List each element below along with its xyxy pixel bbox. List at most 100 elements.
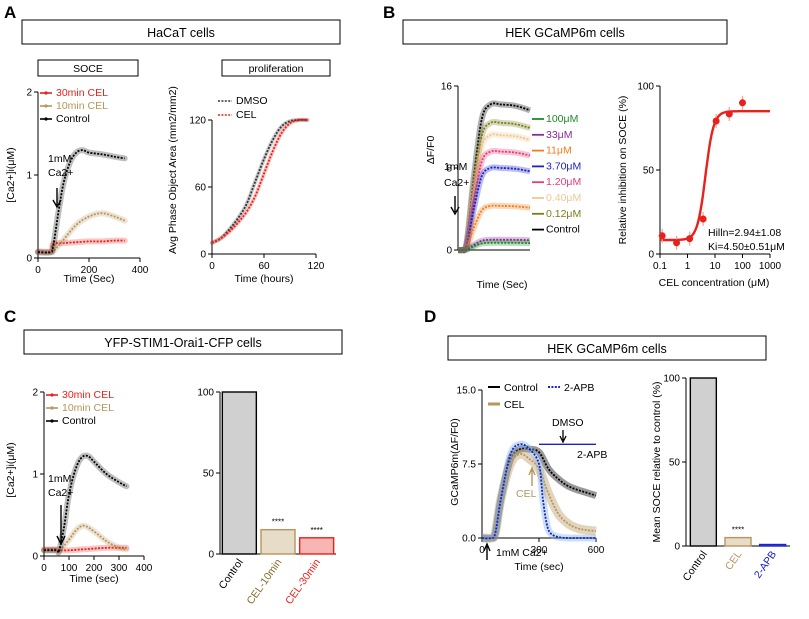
b1-ytick-label: 0 [446, 246, 452, 257]
c1-ytick-label: 1 [32, 470, 38, 481]
d2-category-label: Control [681, 549, 710, 584]
a2-ytick-label: 0 [200, 250, 206, 261]
d1-legend-cel: CEL [504, 399, 525, 411]
b2-ytick-label: 100 [637, 82, 654, 93]
d1-xtick-label: 0 [479, 545, 485, 556]
b2-data-point [739, 99, 746, 107]
chart-b1-traces: 0 8 16 ΔF/F0 Time (Sec) 100μM 33μM 11μM 3.70μM 1.… [425, 82, 581, 292]
a1-ytick-label: 2 [26, 88, 32, 99]
c2-ytick-label: 100 [197, 388, 214, 399]
c1-annotation-line1: 1mM [48, 473, 71, 485]
b1-arrow-icon [450, 196, 460, 216]
chart-a1-soce: 0 1 2 0 200 400 [Ca2+]i(μM) Time (Sec) 30min CEL… [5, 87, 149, 285]
a2-series-line [211, 118, 308, 244]
d1-ytick-label: 7.5 [462, 460, 476, 471]
b2-data-point [725, 110, 733, 118]
b2-data-point [712, 117, 720, 125]
panel-c-title: YFP-STIM1-Orai1-CFP cells [104, 336, 261, 350]
c1-legend-label: 10min CEL [62, 402, 114, 414]
a2-xtick-label: 60 [258, 261, 270, 272]
b2-annotation-hill: Hilln=2.94±1.08 [708, 227, 781, 239]
d1-annotation-ca: 1mM Ca2+ [496, 547, 548, 559]
d1-xtick-label: 300 [531, 545, 548, 556]
c2-bar [260, 529, 296, 555]
b2-fit-curve [659, 109, 770, 242]
a1-ytick-label: 0 [26, 254, 32, 265]
b2-ylabel: Relative inhibition on SOCE (%) [617, 96, 629, 245]
a1-series-line [37, 239, 125, 253]
chart-d1-traces: 0.0 7.5 15.0 0 300 600 GCaMP6m(ΔF/F0) Time (sec… [449, 382, 607, 573]
d2-bar [724, 536, 752, 547]
d2-category-label: 2-APB [752, 549, 779, 581]
c1-legend-label: Control [62, 415, 96, 427]
b1-legend-label: 33μM [546, 129, 572, 141]
b1-legend-label: 0.40μM [546, 192, 581, 204]
b2-xtick-label: 10 [709, 261, 721, 272]
d1-ytick-label: 15.0 [457, 386, 477, 397]
chart-c2-bars: 0 50 100 Control **** CEL-10min **** CEL-30min [197, 388, 336, 607]
a1-annotation-line2: Ca2+ [48, 167, 73, 179]
d1-xlabel: Time (sec) [514, 561, 563, 573]
d1-annotation-2apb: 2-APB [577, 449, 607, 461]
chart-c1-traces: 0 1 2 0 100 200 300 400 [Ca2+]i(μM) Time (sec) 30m… [5, 388, 153, 586]
a1-xtick-label: 400 [132, 265, 149, 276]
c1-xtick-label: 100 [61, 563, 78, 574]
panel-a-title-box [21, 19, 341, 45]
c1-ylabel: [Ca2+]i(μM) [5, 442, 17, 497]
panel-letter-c: C [4, 307, 16, 326]
b1-legend-label: 100μM [546, 113, 578, 125]
a1-series-band [35, 147, 128, 256]
b2-annotation-ki: Ki=4.50±0.51μM [708, 241, 785, 253]
a1-series-line [37, 149, 125, 254]
c1-arrow-icon [56, 505, 66, 546]
a2-ylabel: Avg Phase Object Area (mm2/mm2) [167, 86, 179, 254]
c2-significance: **** [310, 526, 322, 535]
b1-legend-label: Control [546, 224, 580, 236]
b2-ytick-label: 50 [643, 166, 655, 177]
b1-ytick-label: 16 [441, 82, 453, 93]
c1-xlabel: Time (sec) [69, 573, 118, 585]
d2-significance: **** [732, 526, 744, 535]
b1-annotation-line1: 1mM [444, 161, 467, 173]
a1-box-title-text: SOCE [73, 63, 103, 75]
d2-bar [689, 377, 718, 547]
b1-legend-label: 11μM [546, 145, 572, 157]
d2-ylabel: Mean SOCE relative to control (%) [651, 381, 663, 542]
b2-data-point [673, 239, 681, 247]
b1-ytick-label: 8 [446, 164, 452, 175]
c1-series-band [41, 452, 130, 556]
c2-significance: **** [272, 518, 284, 527]
b2-data-point [658, 232, 666, 240]
chart-a2-proliferation: 0 60 120 0 60 120 Avg Phase Object Area (mm2/m… [167, 86, 325, 285]
a2-xlabel: Time (hours) [234, 273, 293, 285]
panel-c-title-box [23, 329, 343, 355]
b1-series-line [457, 241, 531, 251]
b1-annotation-line2: Ca2+ [444, 177, 469, 189]
a1-xtick-label: 200 [81, 265, 98, 276]
c1-ytick-label: 0 [32, 552, 38, 563]
c1-xtick-label: 0 [41, 563, 47, 574]
a1-legend-marker [44, 117, 48, 121]
a2-series-band [210, 117, 310, 245]
b2-xtick-label: 1 [685, 261, 691, 272]
d2-ytick-label: 100 [663, 374, 680, 385]
c2-ytick-label: 0 [208, 550, 214, 561]
d2-category-label: CEL [723, 549, 745, 573]
a1-xlabel: Time (Sec) [64, 273, 115, 285]
d1-series-line [481, 443, 596, 540]
d2-bar [758, 543, 787, 547]
c1-series-line [43, 454, 127, 554]
a2-legend-label: DMSO [236, 95, 268, 107]
d1-annotation-dmso: DMSO [552, 417, 584, 429]
c1-legend-label: 30min CEL [62, 389, 114, 401]
panel-b-title: HEK GCaMP6m cells [505, 26, 624, 40]
d1-arrow-dmso-icon [559, 430, 567, 444]
b2-data-point [686, 235, 694, 243]
b2-data-point [699, 215, 707, 223]
d1-legend-2apb: 2-APB [564, 382, 594, 394]
b2-xtick-label: 0.1 [653, 261, 667, 272]
a2-box-title [221, 59, 331, 77]
b1-ylabel: ΔF/F0 [425, 136, 437, 165]
a2-series-line [211, 119, 308, 244]
